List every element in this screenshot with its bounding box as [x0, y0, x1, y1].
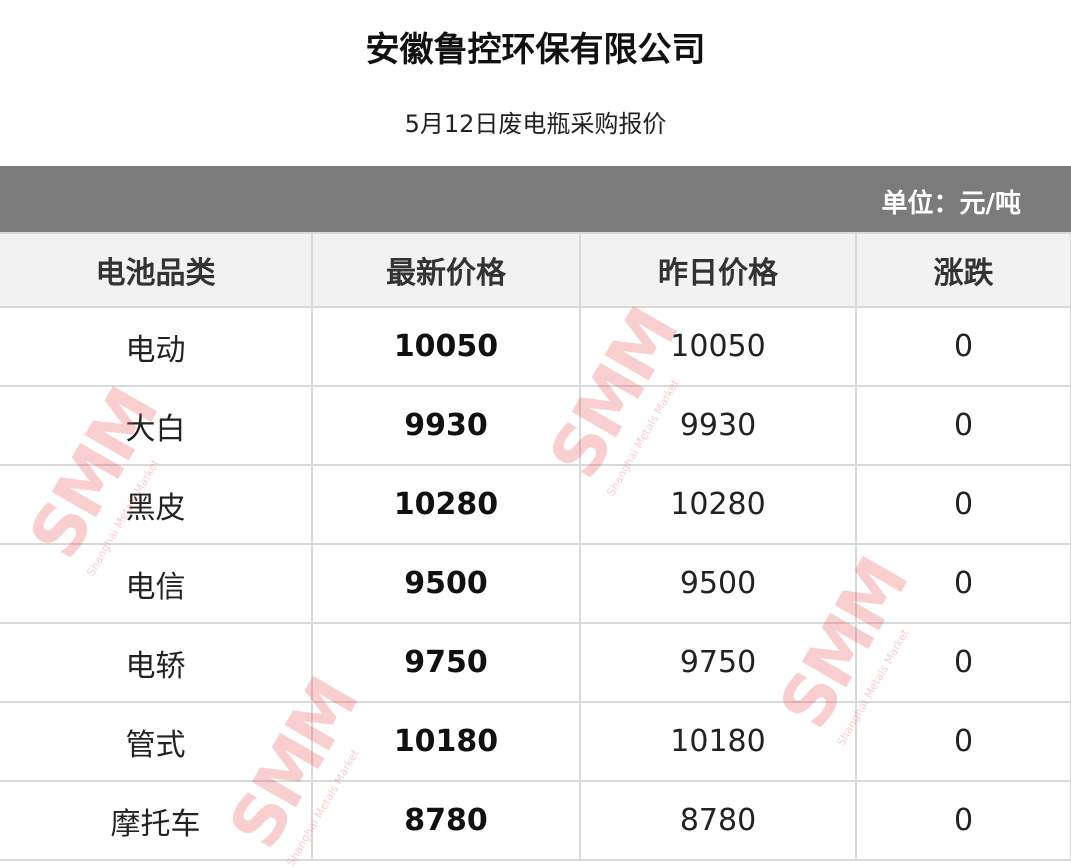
table-row: 电动 10050 10050 0 [0, 306, 1071, 387]
change-cell: 0 [855, 701, 1071, 782]
table-row: 摩托车 8780 8780 0 [0, 780, 1071, 861]
battery-type-cell: 摩托车 [0, 780, 313, 861]
battery-type-cell: 电动 [0, 306, 313, 387]
change-cell: 0 [855, 385, 1071, 466]
battery-type-cell: 电信 [0, 543, 313, 624]
latest-price-cell: 9750 [311, 622, 581, 703]
unit-bar: 单位：元/吨 [0, 166, 1071, 232]
latest-price-cell: 10280 [311, 464, 581, 545]
company-title: 安徽鲁控环保有限公司 [365, 30, 706, 70]
battery-type-cell: 电轿 [0, 622, 313, 703]
yesterday-price-cell: 10280 [579, 464, 857, 545]
change-cell: 0 [855, 780, 1071, 861]
yesterday-price-cell: 10050 [579, 306, 857, 387]
change-cell: 0 [855, 543, 1071, 624]
yesterday-price-cell: 9930 [579, 385, 857, 466]
latest-price-cell: 9930 [311, 385, 581, 466]
yesterday-price-cell: 9750 [579, 622, 857, 703]
table-row: 电轿 9750 9750 0 [0, 622, 1071, 703]
latest-price-cell: 10180 [311, 701, 581, 782]
table-row: 电信 9500 9500 0 [0, 543, 1071, 624]
column-header: 电池品类 [0, 232, 313, 308]
latest-price-cell: 9500 [311, 543, 581, 624]
change-cell: 0 [855, 306, 1071, 387]
unit-label: 单位：元/吨 [881, 189, 1022, 219]
table-row: 黑皮 10280 10280 0 [0, 464, 1071, 545]
column-header: 涨跌 [855, 232, 1071, 308]
column-header: 昨日价格 [579, 232, 857, 308]
battery-type-cell: 管式 [0, 701, 313, 782]
change-cell: 0 [855, 464, 1071, 545]
column-header: 最新价格 [311, 232, 581, 308]
yesterday-price-cell: 9500 [579, 543, 857, 624]
table-row: 大白 9930 9930 0 [0, 385, 1071, 466]
yesterday-price-cell: 8780 [579, 780, 857, 861]
yesterday-price-cell: 10180 [579, 701, 857, 782]
table-row: 管式 10180 10180 0 [0, 701, 1071, 782]
battery-type-cell: 大白 [0, 385, 313, 466]
table-header-row: 电池品类 最新价格 昨日价格 涨跌 [0, 232, 1071, 308]
latest-price-cell: 8780 [311, 780, 581, 861]
report-subtitle: 5月12日废电瓶采购报价 [404, 110, 667, 138]
change-cell: 0 [855, 622, 1071, 703]
battery-type-cell: 黑皮 [0, 464, 313, 545]
price-table: 电池品类 最新价格 昨日价格 涨跌 电动 10050 10050 0 大白 9930 993… [0, 232, 1071, 861]
latest-price-cell: 10050 [311, 306, 581, 387]
